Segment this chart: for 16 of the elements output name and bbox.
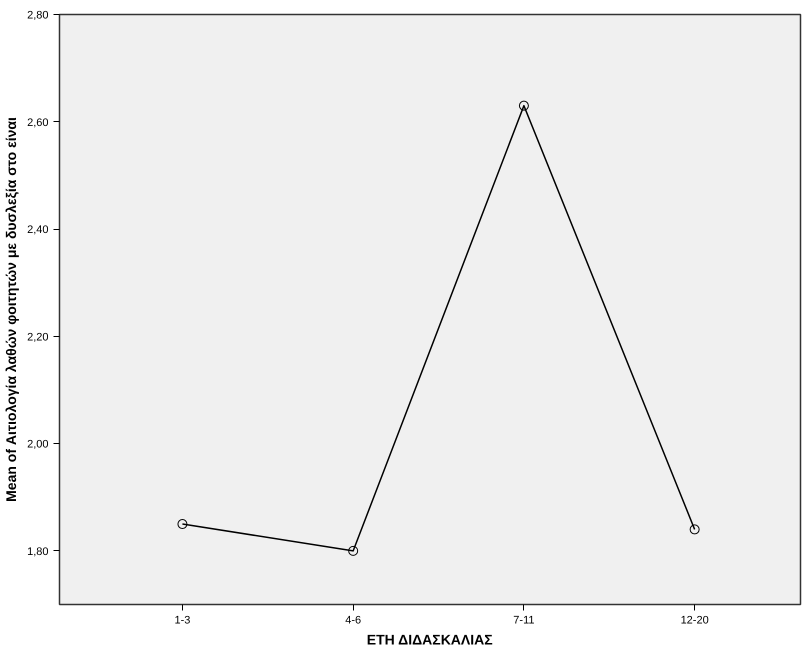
point	[518, 100, 529, 111]
x-tick-label: 4-6	[345, 614, 362, 626]
x-tick-label: 7-11	[513, 614, 535, 626]
y-tick-label: 2,20	[27, 331, 49, 344]
y-tick-label: 2,00	[27, 438, 49, 451]
y-tick-label: 2,60	[27, 116, 49, 129]
x-tick-label: 12-20	[680, 614, 709, 626]
x-axis-title: ΕΤΗ ΔΙΔΑΣΚΑΛΙΑΣ	[366, 632, 493, 648]
y-tick-label: 2,40	[27, 224, 49, 236]
point	[177, 519, 188, 530]
point	[690, 524, 700, 534]
point	[348, 546, 358, 556]
y-tick-label: 2,80	[27, 10, 49, 22]
x-tick-label: 1-3	[174, 614, 190, 626]
y-tick-label: 1,80	[27, 546, 49, 558]
y-axis-title: Mean of Αιτιολογία λαθών φοιτητών με δυσλεξία στο είναι	[3, 117, 20, 502]
